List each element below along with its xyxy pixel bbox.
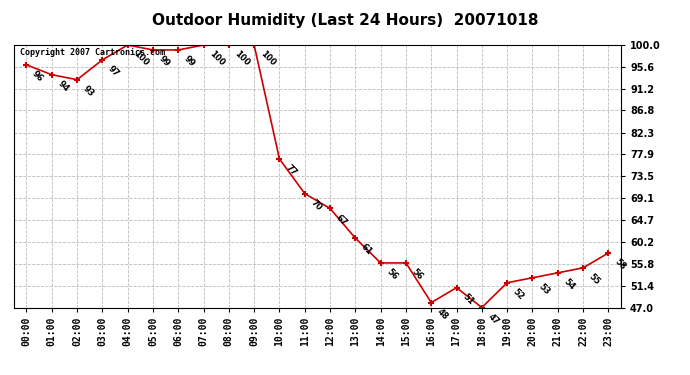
Text: 100: 100 [258,49,277,68]
Text: 53: 53 [537,282,551,297]
Text: Outdoor Humidity (Last 24 Hours)  20071018: Outdoor Humidity (Last 24 Hours) 2007101… [152,13,538,28]
Text: 58: 58 [613,257,627,272]
Text: 70: 70 [309,198,324,212]
Text: 94: 94 [56,79,70,93]
Text: 56: 56 [410,267,425,282]
Text: 93: 93 [81,84,96,98]
Text: 47: 47 [486,312,501,326]
Text: 99: 99 [182,54,197,69]
Text: 61: 61 [359,242,374,257]
Text: 96: 96 [30,69,46,84]
Text: 67: 67 [334,213,349,227]
Text: 100: 100 [132,49,150,68]
Text: Copyright 2007 Cartronics.com: Copyright 2007 Cartronics.com [20,48,165,57]
Text: 99: 99 [157,54,172,69]
Text: 48: 48 [435,307,450,321]
Text: 77: 77 [284,163,298,178]
Text: 51: 51 [461,292,475,306]
Text: 100: 100 [208,49,226,68]
Text: 56: 56 [385,267,400,282]
Text: 100: 100 [233,49,252,68]
Text: 97: 97 [106,64,121,78]
Text: 54: 54 [562,277,577,292]
Text: 52: 52 [511,287,526,302]
Text: 55: 55 [587,272,602,287]
